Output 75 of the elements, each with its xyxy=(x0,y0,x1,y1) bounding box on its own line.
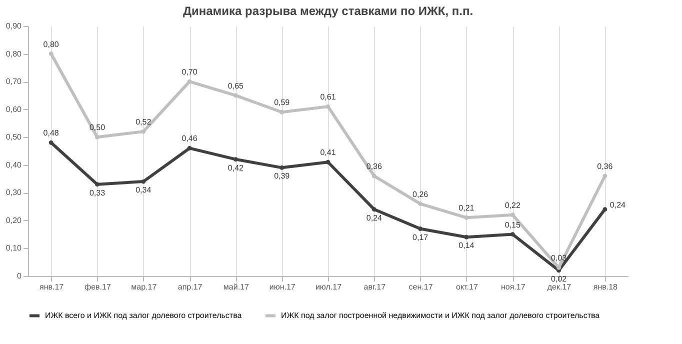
x-tick-label: янв.18 xyxy=(593,282,618,292)
data-label: 0,42 xyxy=(228,163,244,172)
point xyxy=(233,157,238,162)
x-tick-label: фев.17 xyxy=(84,282,112,292)
point xyxy=(602,174,608,178)
data-label: 0,14 xyxy=(458,241,475,250)
point xyxy=(94,182,100,187)
point xyxy=(464,215,469,220)
y-tick-label: 0,10 xyxy=(6,244,22,253)
x-tick-label: июн.17 xyxy=(269,282,296,292)
point xyxy=(326,104,330,109)
point xyxy=(233,93,238,98)
y-tick-label: 0,70 xyxy=(6,77,22,86)
data-label: 0,52 xyxy=(136,118,152,127)
point xyxy=(187,79,192,84)
x-tick-label: июл.17 xyxy=(315,282,342,292)
data-label: 0,17 xyxy=(412,232,429,242)
x-tick-label: май.17 xyxy=(223,282,250,292)
point xyxy=(48,52,54,56)
point xyxy=(48,140,54,145)
data-label: 0,34 xyxy=(136,186,152,195)
data-label: 0,48 xyxy=(43,128,60,138)
data-label: 0,59 xyxy=(274,98,290,108)
point xyxy=(418,202,423,206)
data-label: 0,02 xyxy=(550,274,568,284)
data-label: 0,24 xyxy=(610,200,626,210)
point xyxy=(510,232,515,237)
point xyxy=(187,146,192,150)
point xyxy=(94,134,100,140)
data-label: 0,80 xyxy=(43,40,60,49)
y-tick-label: 0,50 xyxy=(6,132,22,142)
legend-label: ИЖК под залог построенной недвижимости и ИЖК под залог долевого строительства xyxy=(281,310,600,320)
y-tick-label: 0,90 xyxy=(6,22,22,30)
data-label: 0,24 xyxy=(366,213,382,222)
y-tick-label: 0 xyxy=(17,272,22,280)
data-label: 0,46 xyxy=(182,134,198,144)
data-label: 0,70 xyxy=(182,68,198,77)
data-label: 0,50 xyxy=(89,123,106,132)
data-label: 0,03 xyxy=(550,254,568,263)
data-label: 0,36 xyxy=(597,162,614,171)
point xyxy=(372,207,376,212)
data-label: 0,65 xyxy=(228,81,244,90)
x-tick-label: янв.17 xyxy=(40,282,64,292)
point xyxy=(510,212,515,218)
data-label: 0,22 xyxy=(504,200,521,210)
x-tick-label: окт.17 xyxy=(456,282,478,292)
x-tick-label: мар.17 xyxy=(131,282,158,292)
legend-label: ИЖК всего и ИЖК под залог долевого строительства xyxy=(45,310,242,320)
y-tick-label: 0,40 xyxy=(6,160,22,170)
data-label: 0,21 xyxy=(458,204,475,213)
y-tick-label: 0,30 xyxy=(6,188,22,198)
point xyxy=(141,129,146,134)
data-label: 0,39 xyxy=(274,172,290,181)
data-label: 0,36 xyxy=(366,162,382,171)
point xyxy=(372,174,376,178)
data-label: 0,15 xyxy=(504,220,521,230)
x-tick-label: ноя.17 xyxy=(500,282,526,292)
point xyxy=(280,165,284,170)
x-tick-label: сен.17 xyxy=(408,282,434,292)
point xyxy=(326,160,330,164)
point xyxy=(418,226,423,232)
data-label: 0,41 xyxy=(320,148,336,158)
y-tick-label: 0,80 xyxy=(6,49,22,58)
data-label: 0,33 xyxy=(89,188,106,198)
x-tick-label: апр.17 xyxy=(178,282,203,292)
x-tick-label: дек.17 xyxy=(547,282,572,292)
y-tick-label: 0,20 xyxy=(6,216,22,225)
x-tick-label: авг.17 xyxy=(364,282,386,292)
point xyxy=(141,179,146,184)
data-label: 0,26 xyxy=(412,190,429,199)
data-label: 0,61 xyxy=(320,92,336,102)
point xyxy=(602,207,608,212)
y-tick-label: 0,60 xyxy=(6,104,22,114)
point xyxy=(464,234,469,240)
chart-title: Динамика разрыва между ставками по ИЖК, п.п. xyxy=(182,4,474,18)
